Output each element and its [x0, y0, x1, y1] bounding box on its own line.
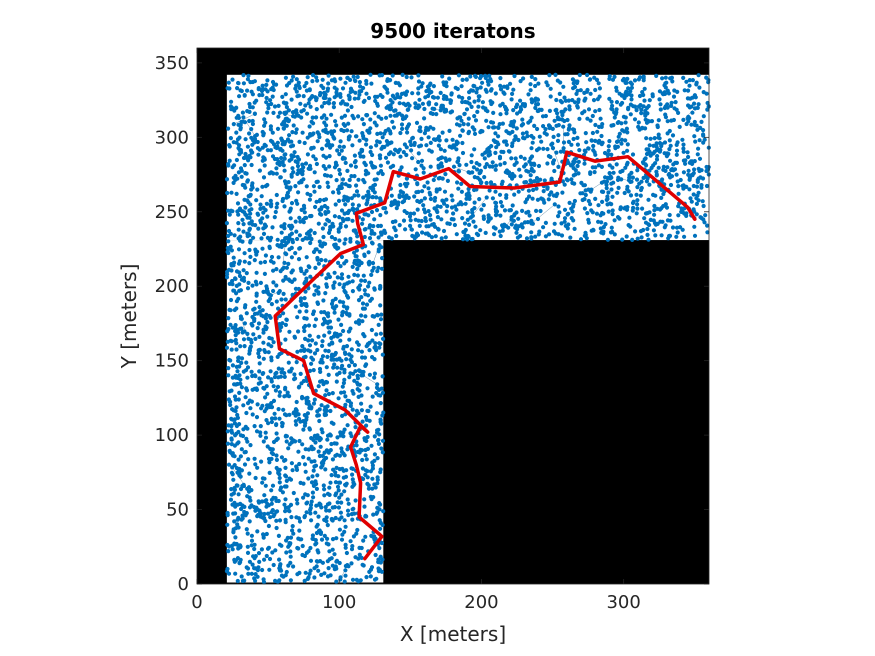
- planned-path: [273, 150, 697, 561]
- x-tick-label: 0: [191, 592, 202, 613]
- x-tick-label: 300: [606, 592, 640, 613]
- y-tick-label: 50: [166, 500, 189, 521]
- sample-points: [224, 72, 711, 585]
- planned-path-layer: [273, 150, 697, 561]
- y-tick-label: 300: [155, 127, 189, 148]
- axes-frame: [196, 47, 710, 585]
- y-tick-label: 250: [155, 202, 189, 223]
- y-tick-label: 200: [155, 276, 189, 297]
- y-tick-label: 0: [178, 574, 189, 595]
- y-tick-label: 350: [155, 53, 189, 74]
- x-axis-label: X [meters]: [400, 622, 506, 646]
- y-axis-label: Y [meters]: [117, 264, 141, 370]
- y-tick-label: 150: [155, 351, 189, 372]
- x-tick-label: 100: [322, 592, 356, 613]
- y-axis-ticks: 0 50 100 150 200 250 300 350: [155, 53, 709, 595]
- sample-dots: [224, 72, 711, 585]
- y-tick-label: 100: [155, 425, 189, 446]
- chart-title: 9500 iteratons: [370, 19, 535, 43]
- tree-edges: [231, 92, 699, 580]
- x-axis-ticks: 0 100 200 300: [191, 48, 641, 613]
- x-tick-label: 200: [464, 592, 498, 613]
